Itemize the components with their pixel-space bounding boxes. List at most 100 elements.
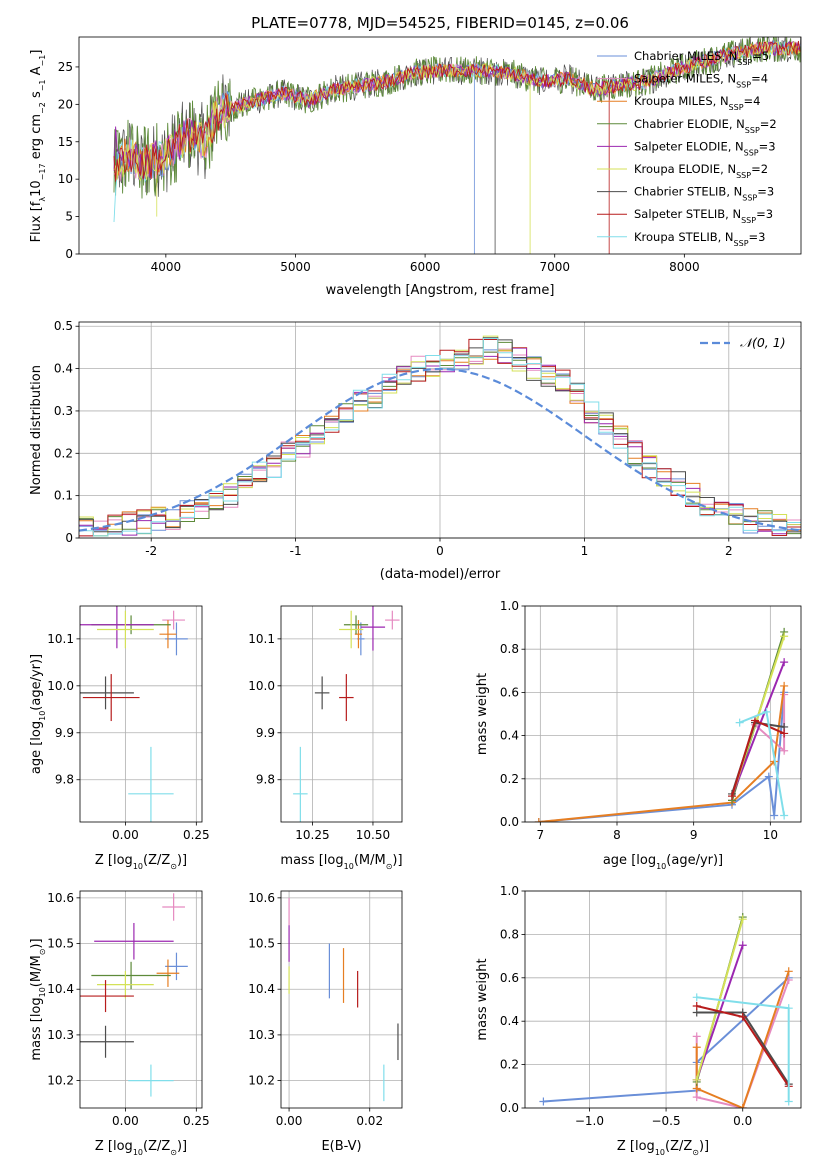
y-tick-label: 0.3 bbox=[54, 404, 73, 418]
y-axis-label: Flux [fλ10−17 erg cm−2 s−1 A−1] bbox=[29, 50, 47, 243]
normal-curve bbox=[79, 367, 801, 532]
data-marker bbox=[762, 707, 771, 716]
data-marker bbox=[751, 716, 759, 725]
y-tick-label: 5 bbox=[65, 210, 73, 224]
y-tick-label: 10.0 bbox=[47, 679, 74, 693]
x-tick-label: 10.50 bbox=[356, 828, 390, 842]
y-tick-label: 0.4 bbox=[500, 729, 519, 743]
x-tick-label: −0.5 bbox=[651, 1114, 680, 1128]
legend-label: Salpeter ELODIE, NSSP=3 bbox=[634, 139, 776, 157]
y-tick-label: 20 bbox=[58, 97, 73, 111]
y-tick-label: 10 bbox=[58, 172, 73, 186]
data-marker bbox=[539, 1097, 548, 1106]
data-marker bbox=[784, 967, 793, 976]
x-tick-label: 0.0 bbox=[733, 1114, 752, 1128]
axes-frame bbox=[79, 605, 203, 823]
data-marker bbox=[780, 658, 789, 667]
data-marker bbox=[692, 1075, 701, 1084]
x-axis-label: wavelength [Angstrom, rest frame] bbox=[326, 283, 555, 298]
y-tick-label: 10.6 bbox=[248, 891, 275, 905]
y-tick-label: 0.8 bbox=[500, 927, 519, 941]
x-tick-label: 0 bbox=[436, 544, 444, 558]
y-tick-label: 1.0 bbox=[500, 599, 519, 613]
data-marker bbox=[692, 1032, 701, 1041]
y-tick-label: 10.4 bbox=[248, 982, 275, 996]
data-marker bbox=[784, 1004, 793, 1013]
x-axis-label: Z [log10(Z/Z⊙)] bbox=[95, 853, 187, 871]
axes-frame bbox=[78, 321, 802, 539]
y-tick-label: 0.4 bbox=[500, 1014, 519, 1028]
y-tick-label: 10.3 bbox=[47, 1028, 74, 1042]
legend-label: Salpeter STELIB, NSSP=3 bbox=[634, 207, 773, 225]
data-marker bbox=[738, 1012, 747, 1021]
y-tick-label: 10.1 bbox=[47, 632, 74, 646]
mass-vs-extinction-panel: 0.00 0.02 10.2 10.3 10.4 10.5 10.6 E(B-V) bbox=[248, 890, 403, 1154]
y-axis-label: mass [log10(M/M⊙)] bbox=[29, 938, 47, 1060]
x-tick-label: 10.25 bbox=[295, 828, 329, 842]
x-tick-label: 7 bbox=[537, 828, 545, 842]
data-marker bbox=[692, 993, 701, 1002]
axes-frame bbox=[524, 890, 802, 1109]
y-tick-label: 9.9 bbox=[55, 726, 74, 740]
y-tick-label: 0.5 bbox=[54, 319, 73, 333]
x-tick-label: 1 bbox=[581, 544, 589, 558]
legend-label: Kroupa ELODIE, NSSP=2 bbox=[634, 162, 768, 180]
axes-frame bbox=[280, 605, 403, 823]
y-tick-label: 0 bbox=[65, 531, 73, 545]
y-axis-label: mass weight bbox=[475, 673, 490, 755]
x-tick-label: 9 bbox=[690, 828, 698, 842]
chart-title: PLATE=0778, MJD=54525, FIBERID=0145, z=0… bbox=[251, 14, 629, 32]
y-axis-label: Normed distribution bbox=[29, 365, 44, 495]
y-tick-label: 10.5 bbox=[248, 937, 275, 951]
y-tick-label: 0.2 bbox=[500, 772, 519, 786]
y-tick-label: 9.9 bbox=[256, 726, 275, 740]
legend-label: Kroupa MILES, NSSP=4 bbox=[634, 94, 760, 112]
y-tick-label: 10.3 bbox=[248, 1028, 275, 1042]
x-tick-label: 0.00 bbox=[276, 1114, 303, 1128]
y-tick-label: 10.2 bbox=[47, 1074, 74, 1088]
mass-weight-vs-age-panel: 7 8 9 10 0.0 0.2 0.4 0.6 0.8 1.0 age [log10(age/yr… bbox=[475, 599, 802, 871]
spectrum-panel: PLATE=0778, MJD=54525, FIBERID=0145, z=0… bbox=[29, 14, 802, 298]
y-tick-label: 9.8 bbox=[256, 773, 275, 787]
y-tick-label: 1.0 bbox=[500, 884, 519, 898]
x-axis-label: mass [log10(M/M⊙)] bbox=[280, 853, 402, 871]
x-tick-label: 0.00 bbox=[112, 828, 139, 842]
data-marker bbox=[534, 818, 543, 822]
x-axis-label: E(B-V) bbox=[321, 1139, 361, 1154]
data-marker bbox=[692, 1002, 701, 1011]
data-marker bbox=[735, 718, 744, 727]
series-line bbox=[695, 970, 790, 1108]
data-marker bbox=[780, 811, 789, 820]
y-tick-label: 15 bbox=[58, 135, 73, 149]
x-tick-label: -1 bbox=[290, 544, 302, 558]
data-marker bbox=[780, 746, 789, 755]
y-tick-label: 0.1 bbox=[54, 489, 73, 503]
y-tick-label: 10.2 bbox=[248, 1074, 275, 1088]
spectrum-line bbox=[113, 40, 801, 182]
x-tick-label: 8000 bbox=[669, 260, 700, 274]
y-tick-label: 25 bbox=[58, 60, 73, 74]
data-marker bbox=[692, 1043, 701, 1052]
x-tick-label: -2 bbox=[145, 544, 157, 558]
data-marker bbox=[780, 729, 789, 738]
data-marker bbox=[780, 632, 789, 641]
axes-frame bbox=[524, 605, 802, 823]
legend-label: 𝒩(0, 1) bbox=[740, 335, 786, 350]
y-tick-label: 0.0 bbox=[500, 815, 519, 829]
x-tick-label: −1.0 bbox=[575, 1114, 604, 1128]
data-marker bbox=[692, 1093, 701, 1102]
histogram-series bbox=[79, 338, 801, 537]
axes-frame bbox=[79, 890, 203, 1109]
x-tick-label: 5000 bbox=[280, 260, 311, 274]
y-tick-label: 10.5 bbox=[47, 937, 74, 951]
data-marker bbox=[738, 915, 747, 924]
x-tick-label: 0.25 bbox=[183, 828, 210, 842]
y-tick-label: 10.4 bbox=[47, 982, 74, 996]
residual-histogram-panel: -2 -1 0 1 2 0 0.1 0.2 0.3 0.4 0.5 𝒩(0, 1) (data-mode… bbox=[29, 319, 802, 582]
x-axis-label: Z [log10(Z/Z⊙)] bbox=[617, 1139, 709, 1157]
y-tick-label: 0.4 bbox=[54, 362, 73, 376]
x-tick-label: 0.02 bbox=[356, 1114, 383, 1128]
x-tick-label: 8 bbox=[613, 828, 621, 842]
mass-weight-vs-metallicity-panel: −1.0 −0.5 0.0 0.0 0.2 0.4 0.6 0.8 1.0 Z [log10(Z/… bbox=[475, 884, 802, 1157]
